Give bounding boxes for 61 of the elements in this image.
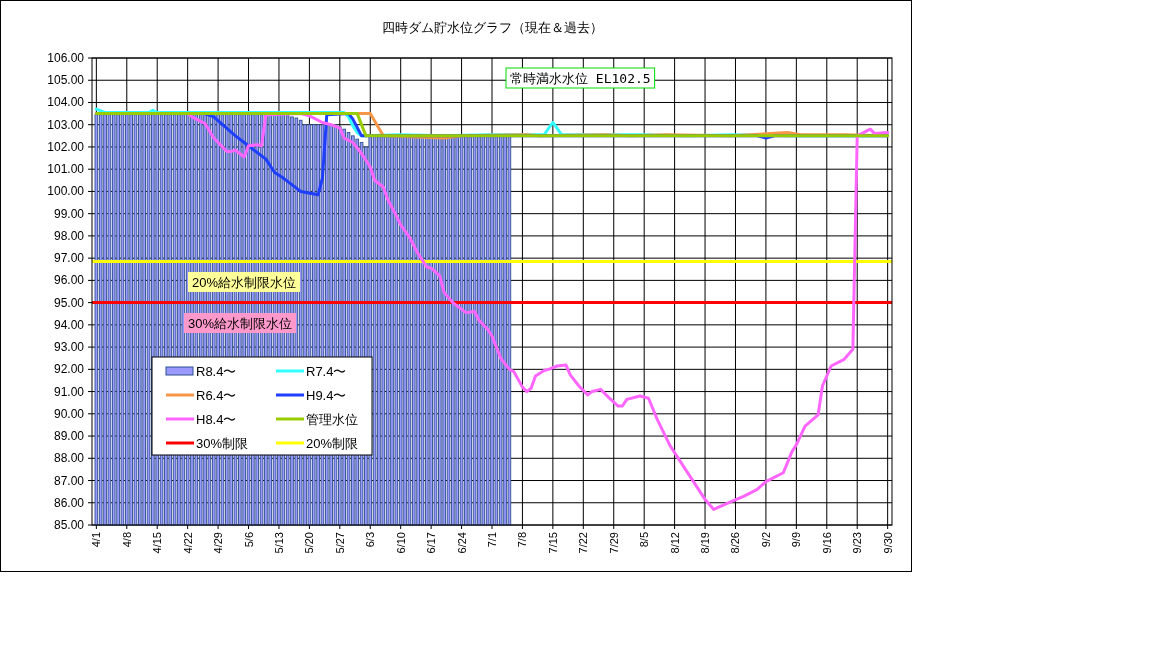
x-tick-label: 5/20 [303,532,316,554]
x-tick-label: 8/26 [729,532,742,554]
x-tick-label: 6/24 [455,532,468,554]
y-tick-label: 94.00 [53,317,85,332]
legend-label: 20%制限 [306,436,359,451]
x-tick-label: 5/6 [242,532,255,548]
x-tick-label: 6/10 [394,532,407,554]
x-tick-label: 9/16 [820,532,833,554]
x-tick-label: 6/17 [425,532,438,554]
legend-label: R8.4〜 [196,364,237,379]
x-tick-label: 9/9 [790,532,803,548]
x-tick-label: 7/1 [486,532,498,548]
legend-label: R6.4〜 [196,388,237,403]
y-tick-label: 91.00 [53,384,85,399]
x-tick-label: 4/8 [120,532,133,548]
y-tick-label: 98.00 [53,228,85,243]
y-tick-label: 99.00 [53,206,85,221]
y-tick-label: 87.00 [53,473,85,488]
x-tick-label: 5/13 [272,532,285,554]
y-tick-label: 106.00 [47,51,85,65]
y-tick-label: 93.00 [53,340,85,355]
y-tick-label: 88.00 [53,451,85,466]
x-tick-label: 6/3 [364,532,377,548]
annotation: 30%給水制限水位 [188,316,293,331]
y-tick-label: 89.00 [53,429,85,444]
y-tick-label: 101.00 [47,162,85,177]
x-tick-label: 4/22 [181,532,194,554]
y-tick-label: 92.00 [53,362,85,377]
y-tick-label: 103.00 [47,117,85,132]
legend-label: H8.4〜 [196,412,237,427]
y-tick-label: 85.00 [53,518,85,532]
x-tick-label: 7/8 [516,532,529,548]
y-tick-label: 86.00 [53,495,85,510]
legend-label: 管理水位 [306,412,358,427]
y-tick-label: 90.00 [53,406,85,421]
x-tick-label: 9/23 [851,532,864,554]
x-tick-label: 4/1 [90,532,103,548]
x-tick-label: 4/29 [212,532,225,554]
y-tick-label: 97.00 [53,251,85,266]
x-tick-label: 7/22 [577,532,590,554]
y-tick-label: 100.00 [47,184,85,199]
annotation: 常時満水水位 EL102.5 [510,71,651,86]
legend-label: R7.4〜 [306,364,347,379]
legend-label: H9.4〜 [306,388,347,403]
x-tick-label: 9/30 [881,532,894,554]
chart-title: 四時ダム貯水位グラフ（現在＆過去） [381,20,603,35]
x-tick-label: 8/12 [668,532,681,554]
y-tick-label: 102.00 [47,139,85,154]
y-tick-label: 95.00 [53,295,85,310]
legend-label: 30%制限 [196,436,249,451]
x-tick-label: 9/2 [759,532,772,548]
x-tick-label: 4/15 [151,532,164,554]
annotation: 20%給水制限水位 [192,275,297,290]
y-tick-label: 105.00 [47,73,85,88]
x-tick-label: 8/5 [638,532,651,548]
x-tick-label: 7/29 [607,532,620,554]
x-tick-label: 8/19 [699,532,712,554]
x-tick-label: 7/15 [546,532,559,554]
x-tick-label: 5/27 [333,532,346,554]
y-tick-label: 96.00 [53,273,85,288]
y-tick-label: 104.00 [47,95,85,110]
